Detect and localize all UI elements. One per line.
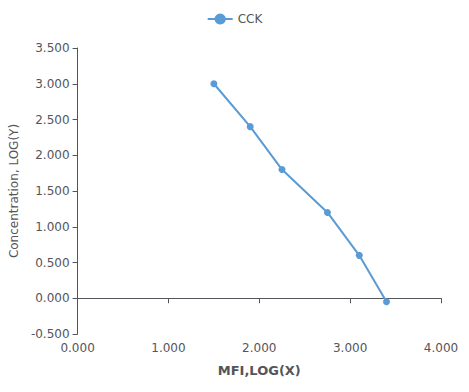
svg-text:2.000: 2.000 xyxy=(35,148,69,162)
svg-text:Concentration, LOG(Y): Concentration, LOG(Y) xyxy=(7,124,21,258)
svg-text:3.000: 3.000 xyxy=(333,341,367,355)
svg-text:0.000: 0.000 xyxy=(60,341,94,355)
svg-text:1.000: 1.000 xyxy=(151,341,185,355)
svg-text:1.000: 1.000 xyxy=(35,220,69,234)
svg-text:2.000: 2.000 xyxy=(242,341,276,355)
svg-text:MFI,LOG(X): MFI,LOG(X) xyxy=(218,363,301,378)
svg-text:3.000: 3.000 xyxy=(35,77,69,91)
svg-text:2.500: 2.500 xyxy=(35,113,69,127)
svg-text:1.500: 1.500 xyxy=(35,184,69,198)
svg-text:CCK: CCK xyxy=(238,12,264,26)
svg-text:0.500: 0.500 xyxy=(35,256,69,270)
svg-text:3.500: 3.500 xyxy=(35,41,69,55)
svg-text:0.000: 0.000 xyxy=(35,291,69,305)
svg-text:4.000: 4.000 xyxy=(424,341,458,355)
svg-text:-0.500: -0.500 xyxy=(31,327,70,341)
